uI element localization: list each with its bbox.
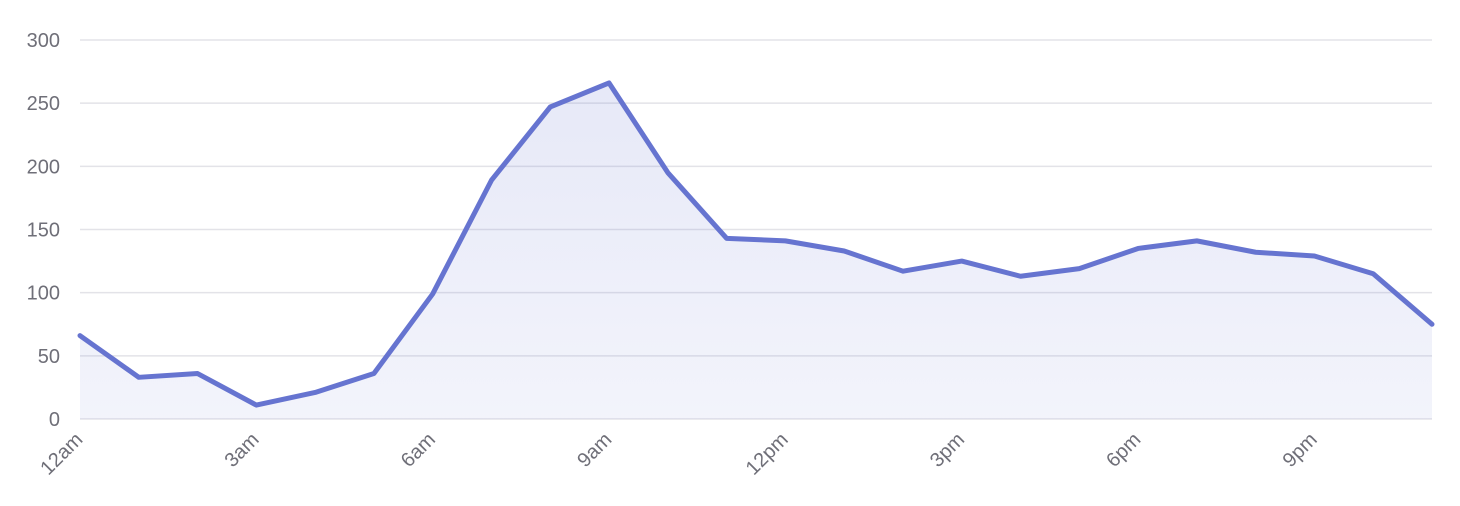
data-point-1pm [841, 248, 847, 254]
y-tick-label: 50 [38, 346, 60, 368]
data-point-4pm [1018, 273, 1024, 279]
y-tick-label: 300 [27, 30, 60, 52]
x-tick-label: 9am [573, 429, 616, 472]
x-tick-label: 9pm [1279, 429, 1322, 472]
x-tick-label: 6am [397, 429, 440, 472]
x-tick-label: 12am [36, 429, 87, 480]
data-point-3pm [959, 258, 965, 264]
data-point-6pm [1135, 245, 1141, 251]
data-point-9am [606, 80, 612, 86]
data-point-2am [195, 371, 201, 377]
data-point-7pm [1194, 238, 1200, 244]
x-tick-label: 12pm [742, 429, 793, 480]
data-point-12pm [782, 238, 788, 244]
data-point-7am [488, 177, 494, 183]
x-tick-label: 3am [221, 429, 264, 472]
area-layer [80, 82, 1432, 419]
x-tick-label: 3pm [926, 429, 969, 472]
y-tick-label: 100 [27, 283, 60, 305]
y-tick-label: 0 [49, 409, 60, 431]
data-point-2pm [900, 268, 906, 274]
data-point-4am [312, 389, 318, 395]
data-point-6am [430, 291, 436, 297]
data-point-11am [724, 235, 730, 241]
x-tick-label: 6pm [1102, 429, 1145, 472]
data-point-3am [253, 402, 259, 408]
line-layer [77, 80, 1435, 408]
y-tick-label: 150 [27, 220, 60, 242]
series-area [80, 82, 1432, 419]
data-point-1am [136, 374, 142, 380]
series-line [77, 80, 1435, 408]
data-point-9pm [1311, 253, 1317, 259]
data-point-11pm [1429, 321, 1435, 327]
y-axis: 0 50 100 150 200 250 300 [27, 30, 60, 431]
x-axis: 12am 3am 6am 9am 12pm 3pm 6pm 9pm [36, 429, 1321, 480]
data-point-10am [665, 170, 671, 176]
data-point-5pm [1076, 266, 1082, 272]
data-point-5am [371, 371, 377, 377]
data-point-8pm [1253, 249, 1259, 255]
y-tick-label: 200 [27, 156, 60, 178]
data-point-8am [547, 104, 553, 110]
data-point-10pm [1370, 271, 1376, 277]
y-tick-label: 250 [27, 93, 60, 115]
data-point-12am [77, 333, 83, 339]
